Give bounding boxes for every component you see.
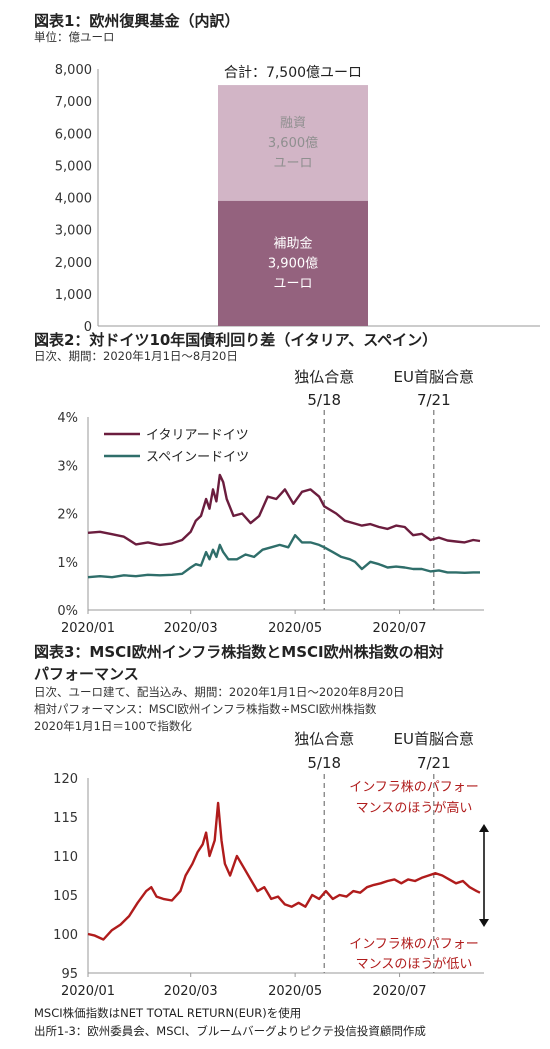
legend-label: イタリアードイツ: [146, 428, 249, 443]
bar-segment-grant: [218, 200, 368, 326]
y-tick-label: 4%: [57, 411, 78, 426]
y-tick-label: 100: [53, 928, 78, 943]
chart1-unit: 単位：億ユーロ: [34, 30, 115, 44]
y-tick-label: 110: [53, 850, 78, 865]
event-label: 独仏合意: [294, 730, 354, 748]
y-tick-label: 0%: [57, 604, 78, 619]
chart3-subtitle-line2: 相対パフォーマンス：MSCI欧州インフラ株指数÷MSCI欧州株指数: [34, 702, 377, 716]
x-tick-label: 2020/03: [164, 621, 218, 636]
chart3-subtitle-line1: 日次、ユーロ建て、配当込み、期間：2020年1月1日～2020年8月20日: [34, 685, 405, 699]
chart1-stacked-bar: 0 1,000 2,000 3,000 4,000 5,000 6,000 7,000 8,00…: [55, 63, 540, 335]
y-tick-label: 3%: [57, 459, 78, 474]
y-tick-label: 3,000: [55, 224, 92, 239]
event-date: 7/21: [417, 391, 451, 409]
bar-label-loan: 融資: [280, 116, 306, 131]
x-tick-label: 2020/01: [61, 984, 115, 999]
arrow-head-down: [479, 919, 489, 927]
series-line-0: [87, 473, 481, 547]
total-label: 合計：7,500億ユーロ: [224, 65, 362, 81]
y-tick-label: 7,000: [55, 95, 92, 110]
y-tick-label: 95: [61, 967, 78, 982]
arrow-head-up: [479, 824, 489, 832]
bar-label-loan: ユーロ: [273, 156, 312, 171]
chart3-title-line1: 図表3：MSCI欧州インフラ株指数とMSCI欧州株指数の相対: [34, 643, 444, 661]
x-tick-label: 2020/07: [373, 621, 427, 636]
annotation-high: マンスのほうが高い: [356, 800, 473, 816]
chart2-subtitle: 日次、期間：2020年1月1日～8月20日: [34, 349, 238, 363]
bar-label-grant: ユーロ: [273, 276, 312, 291]
y-tick-label: 1,000: [55, 288, 92, 303]
bar-label-loan: 3,600億: [268, 135, 318, 151]
event-label: EU首脳合意: [394, 368, 474, 386]
x-tick-label: 2020/05: [268, 621, 322, 636]
y-tick-label: 0: [84, 320, 92, 335]
series-line-relative: [87, 801, 481, 941]
event-label: 独仏合意: [294, 368, 354, 386]
footnote-msci: MSCI株価指数はNET TOTAL RETURN(EUR)を使用: [34, 1006, 302, 1020]
annotation-low: マンスのほうが低い: [356, 957, 473, 972]
x-tick-label: 2020/05: [268, 984, 322, 999]
legend-label: スペインードイツ: [146, 450, 249, 465]
y-tick-label: 115: [53, 811, 78, 826]
annotation-high: インフラ株のパフォー: [349, 780, 479, 795]
y-tick-label: 4,000: [55, 192, 92, 207]
footnote-source: 出所1-3：欧州委員会、MSCI、ブルームバーグよりピクテ投信投資顧問作成: [34, 1024, 426, 1038]
event-label: EU首脳合意: [394, 730, 474, 748]
bar-label-grant: 3,900億: [268, 255, 318, 271]
y-tick-label: 2,000: [55, 256, 92, 271]
chart1-title: 図表1：欧州復興基金（内訳）: [34, 12, 240, 30]
chart3-subtitle-line3: 2020年1月1日＝100で指数化: [34, 719, 192, 733]
event-date: 5/18: [307, 754, 341, 772]
series-line-1: [87, 534, 480, 579]
bar-segment-loan: [218, 85, 368, 201]
x-tick-label: 2020/01: [61, 621, 115, 636]
annotation-low: インフラ株のパフォー: [349, 937, 479, 952]
y-tick-label: 105: [53, 889, 78, 904]
x-tick-label: 2020/03: [164, 984, 218, 999]
y-tick-label: 2%: [57, 508, 78, 523]
chart3-title-line2: パフォーマンス: [34, 665, 139, 683]
chart3-line-chart: 95 100 105 110 115 120 2020/01 2020/03 2020/05 20…: [53, 730, 489, 999]
y-tick-label: 1%: [57, 556, 78, 571]
x-tick-label: 2020/07: [373, 984, 427, 999]
y-tick-label: 6,000: [55, 127, 92, 142]
y-tick-label: 120: [53, 772, 78, 787]
chart2-line-chart: 0% 1% 2% 3% 4% 2020/01 2020/03 2020/05 2020/07 独仏…: [57, 368, 484, 636]
y-tick-label: 8,000: [55, 63, 92, 78]
chart2-title: 図表2：対ドイツ10年国債利回り差（イタリア、スペイン）: [34, 331, 438, 349]
y-tick-label: 5,000: [55, 159, 92, 174]
bar-label-grant: 補助金: [273, 235, 312, 251]
event-date: 7/21: [417, 754, 451, 772]
event-date: 5/18: [307, 391, 341, 409]
